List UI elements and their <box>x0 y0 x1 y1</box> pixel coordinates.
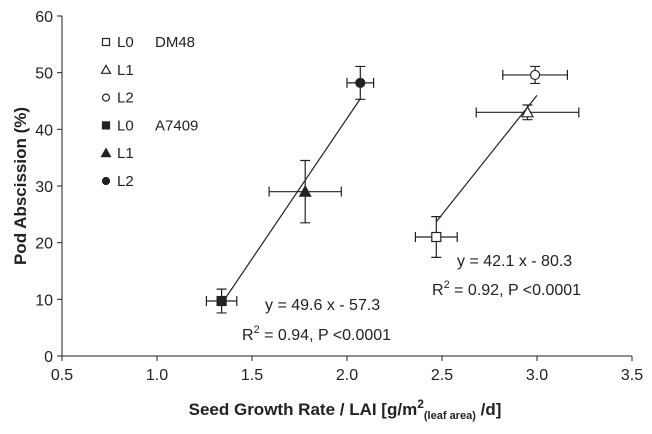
legend-label: L1 <box>117 62 134 79</box>
legend-symbol <box>101 176 111 186</box>
y-tick-label: 20 <box>35 236 53 253</box>
legend-label: L1 <box>117 145 134 162</box>
x-label-sup: 2 <box>417 397 424 411</box>
legend-symbol <box>100 147 112 158</box>
x-tick-label: 2.0 <box>336 367 358 384</box>
legend-label: L0 <box>117 34 134 51</box>
legend-group: DM48 <box>155 34 195 51</box>
marker <box>355 77 366 88</box>
r-sup: 2 <box>444 279 450 291</box>
legend-group: A7409 <box>155 117 198 134</box>
x-tick-label: 1.5 <box>241 367 263 384</box>
r-symbol: R <box>242 327 254 344</box>
y-tick-label: 60 <box>35 9 53 26</box>
marker <box>298 184 312 197</box>
legend-label: L0 <box>117 117 134 134</box>
equation: y = 42.1 x - 80.3 <box>457 253 572 270</box>
y-tick-label: 10 <box>35 292 53 309</box>
fit-line <box>221 98 361 305</box>
legend: L0 DM48 L1 L2 L0 A7409 L1 L2 <box>100 34 198 190</box>
x-tick-label: 0.5 <box>51 367 73 384</box>
stats: = 0.94, P <0.0001 <box>260 327 391 344</box>
legend-symbol <box>101 37 111 47</box>
y-tick-label: 40 <box>35 122 53 139</box>
x-tick-label: 1.0 <box>146 367 168 384</box>
x-label-text: /d] <box>476 400 502 419</box>
x-tick-label: 3.5 <box>621 367 643 384</box>
marker <box>431 231 442 243</box>
legend-symbol <box>101 93 111 102</box>
y-tick-label: 30 <box>35 179 53 196</box>
fit-line <box>435 94 538 223</box>
fit-stats: R2 = 0.92, P <0.0001 <box>432 279 581 299</box>
stats: = 0.92, P <0.0001 <box>450 282 581 299</box>
y-axis-label: Pod Abscission (%) <box>11 107 30 265</box>
legend-label: L2 <box>117 90 134 107</box>
x-label-text: Seed Growth Rate / LAI [g/m <box>189 400 418 419</box>
r-symbol: R <box>432 282 444 299</box>
x-axis-label: Seed Growth Rate / LAI [g/m2(leaf area) … <box>189 397 502 422</box>
y-tick-label: 50 <box>35 66 53 83</box>
legend-symbol <box>100 64 112 74</box>
x-label-sub: (leaf area) <box>424 410 476 422</box>
x-tick-label: 3.0 <box>526 367 548 384</box>
y-tick-label: 0 <box>44 349 53 366</box>
fit-stats: R2 = 0.94, P <0.0001 <box>242 324 391 344</box>
x-tick-label: 2.5 <box>431 367 453 384</box>
marker <box>520 105 535 118</box>
marker <box>216 295 227 307</box>
legend-symbol <box>101 121 111 130</box>
equation: y = 49.6 x - 57.3 <box>265 297 380 314</box>
marker <box>529 69 541 81</box>
r-sup: 2 <box>254 324 260 336</box>
legend-label: L2 <box>117 173 134 190</box>
